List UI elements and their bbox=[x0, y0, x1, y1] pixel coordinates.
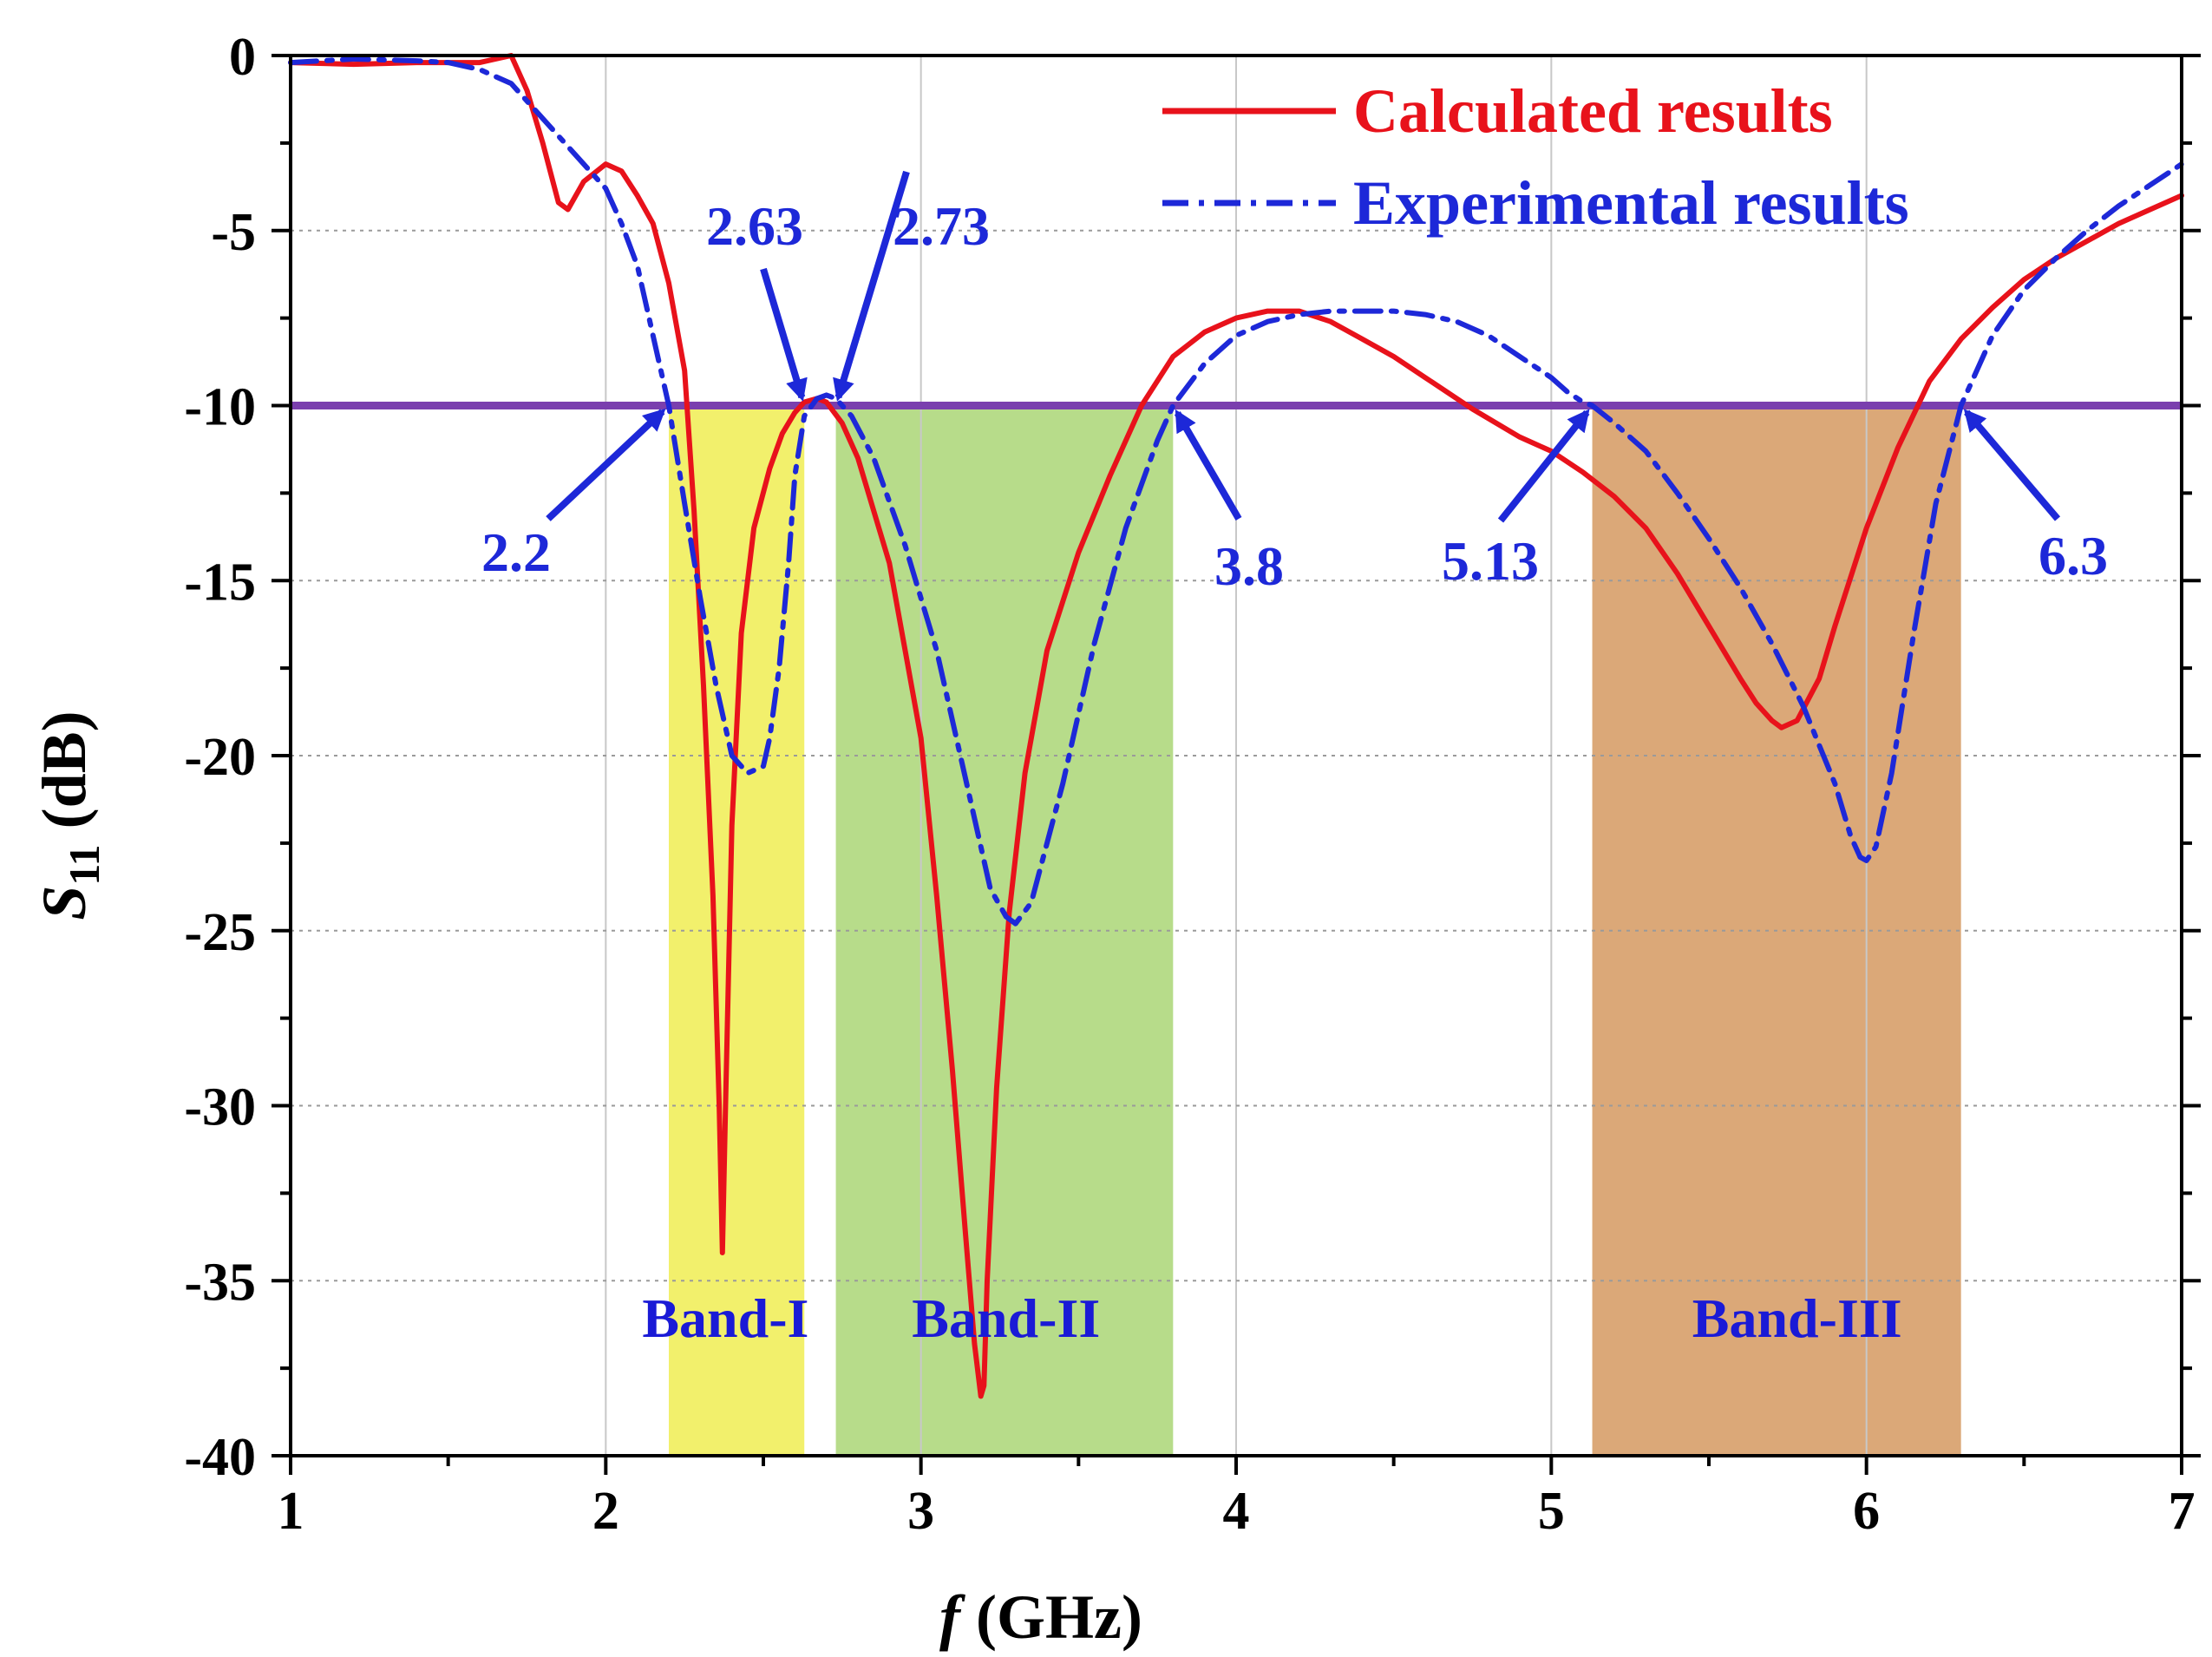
series-line-calculated bbox=[288, 53, 2184, 1399]
x-tick-label: 2 bbox=[592, 1482, 619, 1541]
y-tick-label: -35 bbox=[184, 1253, 256, 1312]
y-tick-label: 0 bbox=[229, 28, 256, 87]
y-tick-label: -5 bbox=[211, 203, 256, 262]
y-tick-label: -10 bbox=[184, 378, 256, 437]
y-tick-label: -20 bbox=[184, 728, 256, 787]
annotation-arrow bbox=[1497, 409, 1590, 523]
annotation-label: 2.2 bbox=[481, 521, 551, 583]
series-layer bbox=[288, 53, 2184, 1399]
annotation-arrow bbox=[760, 267, 808, 402]
legend-label-experimental: Experimental results bbox=[1353, 168, 1909, 238]
annotation-label: 5.13 bbox=[1442, 530, 1539, 592]
annotation-arrow bbox=[1174, 409, 1242, 521]
y-axis-title: S11 (dB) bbox=[29, 711, 108, 920]
annotation-arrow bbox=[833, 170, 910, 402]
y-tick-label: -25 bbox=[184, 903, 256, 962]
grid-layer bbox=[291, 56, 2182, 1456]
legend-label-calculated: Calculated results bbox=[1353, 76, 1833, 146]
annotation-layer: 2.63 2.73 2.2 3.8 5.13 6.3 bbox=[481, 170, 2108, 597]
axes-layer: 1 2 3 4 5 6 7 0 -5 -10 -15 -20 -25 -30 -35 -40 bbox=[184, 28, 2201, 1541]
x-tick-label: 5 bbox=[1538, 1482, 1565, 1541]
band-labels-layer: Band-I Band-II Band-III bbox=[642, 1287, 1901, 1349]
annotation-label: 6.3 bbox=[2039, 525, 2108, 586]
band-label-3: Band-III bbox=[1692, 1287, 1902, 1349]
y-tick-label: -15 bbox=[184, 553, 256, 612]
x-tick-label: 7 bbox=[2169, 1482, 2196, 1541]
band-label-2: Band-II bbox=[912, 1287, 1100, 1349]
band-label-1: Band-I bbox=[642, 1287, 808, 1349]
legend: Calculated results Experimental results bbox=[1162, 76, 1909, 238]
x-axis-title: f (GHz) bbox=[939, 1582, 1142, 1652]
annotation-label: 3.8 bbox=[1214, 535, 1284, 597]
y-tick-label: -30 bbox=[184, 1078, 256, 1137]
x-tick-label: 4 bbox=[1223, 1482, 1250, 1541]
series-line-experimental bbox=[288, 56, 2184, 927]
annotation-label: 2.73 bbox=[893, 195, 990, 257]
y-tick-label: -40 bbox=[184, 1428, 256, 1487]
x-tick-label: 1 bbox=[278, 1482, 304, 1541]
x-tick-label: 3 bbox=[907, 1482, 934, 1541]
annotation-label: 2.63 bbox=[706, 195, 803, 257]
annotation-arrow bbox=[1963, 409, 2061, 521]
x-tick-label: 6 bbox=[1853, 1482, 1880, 1541]
annotation-arrow bbox=[546, 408, 666, 521]
